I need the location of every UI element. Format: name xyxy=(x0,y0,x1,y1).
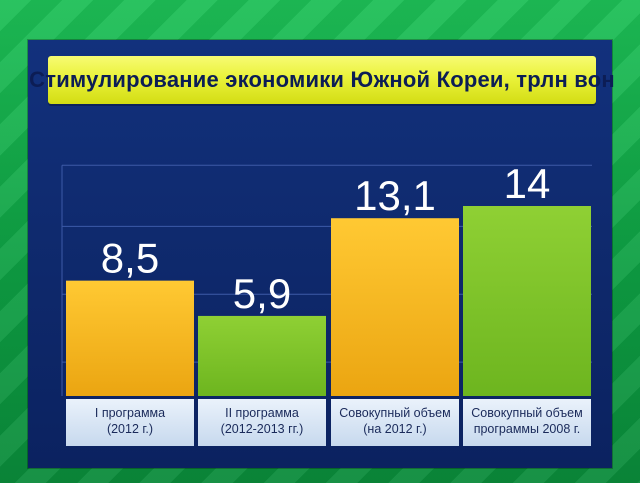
category-line-4-2: программы 2008 г. xyxy=(474,422,581,436)
category-label-4: Совокупный объем программы 2008 г. xyxy=(463,399,591,446)
category-line-3-2: (на 2012 г.) xyxy=(363,422,426,436)
category-label-1: I программа (2012 г.) xyxy=(66,399,194,446)
category-label-2: II программа (2012-2013 гг.) xyxy=(198,399,326,446)
bar-1 xyxy=(66,280,194,396)
bar-4 xyxy=(463,206,591,396)
bar-3 xyxy=(331,218,459,396)
value-label-1: 8,5 xyxy=(101,235,159,282)
bar-2 xyxy=(198,315,326,396)
category-axis: I программа (2012 г.) II программа (2012-20… xyxy=(66,399,591,446)
category-box-4 xyxy=(463,399,591,446)
category-box-3 xyxy=(331,399,459,446)
category-label-3: Совокупный объем (на 2012 г.) xyxy=(331,399,459,446)
category-line-1-1: I программа xyxy=(95,406,165,420)
category-line-2-1: II программа xyxy=(225,406,299,420)
chart-title: Стимулирование экономики Южной Кореи, тр… xyxy=(29,67,615,92)
value-label-2: 5,9 xyxy=(233,270,291,317)
value-label-4: 14 xyxy=(504,160,551,207)
category-box-2 xyxy=(198,399,326,446)
category-box-1 xyxy=(66,399,194,446)
category-line-3-1: Совокупный объем xyxy=(339,406,450,420)
category-line-2-2: (2012-2013 гг.) xyxy=(221,422,304,436)
title-banner: Стимулирование экономики Южной Кореи, тр… xyxy=(29,56,615,104)
category-line-4-1: Совокупный объем xyxy=(471,406,582,420)
value-label-3: 13,1 xyxy=(354,172,436,219)
category-line-1-2: (2012 г.) xyxy=(107,422,153,436)
bars xyxy=(66,206,591,396)
value-labels: 8,5 5,9 13,1 14 xyxy=(101,160,551,317)
